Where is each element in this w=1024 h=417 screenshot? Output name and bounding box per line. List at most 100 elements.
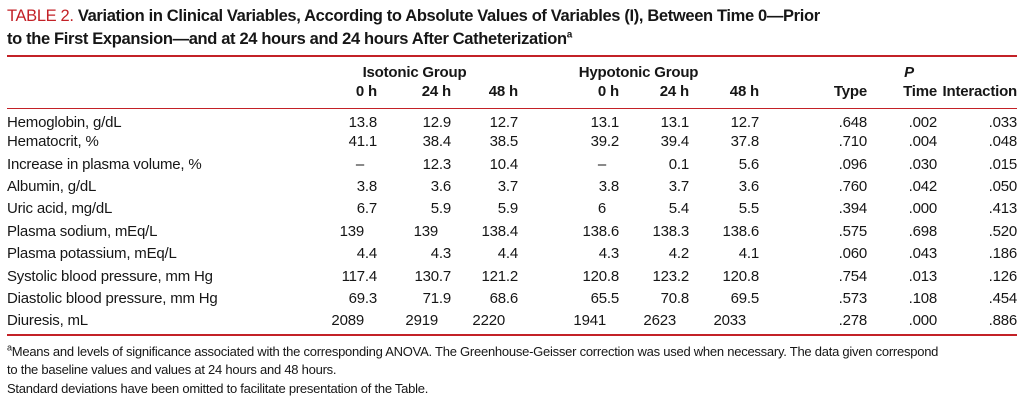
cell-value: 3.6	[738, 178, 760, 196]
row-label: Plasma potassium, mEq/L	[7, 245, 177, 263]
cell-value: .394	[838, 200, 868, 218]
column-header-hypo-0h: 0 h	[518, 82, 619, 109]
cell-value: 5.9	[497, 200, 518, 218]
cell-value: .108	[908, 290, 938, 308]
cell-value: 138.4	[481, 222, 518, 240]
cell-value: .043	[908, 245, 938, 263]
cell-value: .886	[988, 312, 1018, 330]
cell-value: 38.5	[489, 133, 519, 151]
cell-value: .030	[908, 155, 938, 173]
cell-value: .520	[988, 222, 1018, 240]
cell-value: .710	[838, 133, 868, 151]
footnote-a-line1: aMeans and levels of significance associ…	[7, 343, 1017, 362]
cell-value: 69.3	[348, 290, 378, 308]
table-row: Uric acid, mg/dL 6.7 5.9 5.9 6 5.4 5.5 .394 .000…	[7, 198, 1017, 220]
footnote-a-line2: to the baseline values and values at 24 …	[7, 361, 1017, 380]
table-head: Isotonic Group Hypotonic Group P 0 h 24 …	[7, 57, 1017, 109]
cell-value: .575	[838, 222, 868, 240]
cell-value: 2919	[405, 312, 438, 330]
cell-value: 138.6	[722, 222, 760, 240]
cell-value: 3.8	[356, 178, 377, 196]
cell-value: 2623	[643, 312, 676, 330]
cell-value: .015	[988, 155, 1018, 173]
cell-value: 3.7	[668, 178, 689, 196]
cell-value: 68.6	[489, 290, 519, 308]
footnotes: aMeans and levels of significance associ…	[7, 343, 1017, 399]
group-header-spacer	[759, 57, 867, 83]
cell-value: 4.4	[356, 245, 377, 263]
table-body: Hemoglobin, g/dL 13.8 12.9 12.7 13.1 13.1 12.7…	[7, 108, 1017, 332]
cell-value: 5.4	[668, 200, 689, 218]
group-header-spacer	[937, 57, 1017, 83]
cell-value: 71.9	[422, 290, 452, 308]
table-title-line2: to the First Expansion—and at 24 hours a…	[7, 28, 1017, 51]
footnote-sd: Standard deviations have been omitted to…	[7, 380, 1017, 399]
cell-value: 2220	[472, 312, 505, 330]
cell-value: 65.5	[590, 290, 620, 308]
column-header-p-type: Type	[759, 82, 867, 109]
row-label: Systolic blood pressure, mm Hg	[7, 267, 213, 285]
column-header-spacer	[7, 82, 311, 109]
table-title: TABLE 2. Variation in Clinical Variables…	[7, 5, 1017, 51]
table-row: Diuresis, mL 2089 2919 2220 1941 2623 2033 .278…	[7, 310, 1017, 332]
cell-value: –	[355, 155, 364, 173]
table-row: Hemoglobin, g/dL 13.8 12.9 12.7 13.1 13.1 12.7…	[7, 108, 1017, 131]
cell-value: 12.7	[730, 113, 760, 131]
cell-value: 69.5	[730, 290, 760, 308]
cell-value: 5.5	[738, 200, 760, 218]
cell-value: 121.2	[481, 267, 518, 285]
table-title-text1: Variation in Clinical Variables, Accordi…	[77, 7, 820, 25]
cell-value: 39.4	[660, 133, 690, 151]
cell-value: 38.4	[422, 133, 452, 151]
cell-value: .413	[988, 200, 1018, 218]
cell-value: 5.6	[738, 155, 760, 173]
table-row: Increase in plasma volume, % – 12.3 10.4 – 0.…	[7, 153, 1017, 175]
table-title-text2: to the First Expansion—and at 24 hours a…	[7, 30, 567, 48]
cell-value: .002	[908, 113, 938, 131]
top-rule	[7, 55, 1017, 57]
column-header-hypo-24h: 24 h	[619, 82, 689, 109]
cell-value: .454	[988, 290, 1018, 308]
column-header-row: 0 h 24 h 48 h 0 h 24 h 48 h Type Time In…	[7, 82, 1017, 109]
clinical-variables-table: Isotonic Group Hypotonic Group P 0 h 24 …	[7, 57, 1017, 333]
row-label: Hematocrit, %	[7, 133, 99, 151]
column-header-iso-24h: 24 h	[377, 82, 451, 109]
table-row: Systolic blood pressure, mm Hg 117.4 130.7…	[7, 265, 1017, 287]
cell-value: .126	[988, 267, 1018, 285]
cell-value: 4.3	[430, 245, 451, 263]
column-header-iso-0h: 0 h	[311, 82, 377, 109]
group-header-spacer	[7, 57, 311, 83]
table-row: Plasma sodium, mEq/L 139 139 138.4 138.6 138.…	[7, 220, 1017, 242]
cell-value: .050	[988, 178, 1018, 196]
group-header-p: P	[904, 63, 914, 81]
cell-value: 6.7	[356, 200, 377, 218]
row-label: Albumin, g/dL	[7, 178, 97, 196]
table-row: Hematocrit, % 41.1 38.4 38.5 39.2 39.4 37.8 .71…	[7, 131, 1017, 153]
cell-value: 139	[339, 222, 365, 240]
cell-value: .573	[838, 290, 868, 308]
cell-value: 4.4	[497, 245, 518, 263]
cell-value: –	[597, 155, 606, 173]
cell-value: 3.8	[598, 178, 619, 196]
cell-value: 13.1	[590, 113, 620, 131]
cell-value: .186	[988, 245, 1018, 263]
cell-value: 12.7	[489, 113, 519, 131]
cell-value: 37.8	[730, 133, 760, 151]
cell-value: .096	[838, 155, 868, 173]
cell-value: .042	[908, 178, 938, 196]
cell-value: .048	[988, 133, 1018, 151]
cell-value: 3.6	[430, 178, 451, 196]
cell-value: .648	[838, 113, 868, 131]
row-label: Uric acid, mg/dL	[7, 200, 113, 218]
cell-value: 12.3	[422, 155, 452, 173]
row-label: Diastolic blood pressure, mm Hg	[7, 290, 218, 308]
footnote-a-text2: to the baseline values and values at 24 …	[7, 362, 337, 378]
cell-value: .004	[908, 133, 938, 151]
cell-value: 6	[597, 200, 606, 218]
cell-value: .000	[908, 200, 938, 218]
column-header-p-interaction: Interaction	[937, 82, 1017, 109]
title-footnote-marker: a	[566, 29, 573, 41]
row-label: Plasma sodium, mEq/L	[7, 222, 158, 240]
cell-value: 10.4	[489, 155, 519, 173]
